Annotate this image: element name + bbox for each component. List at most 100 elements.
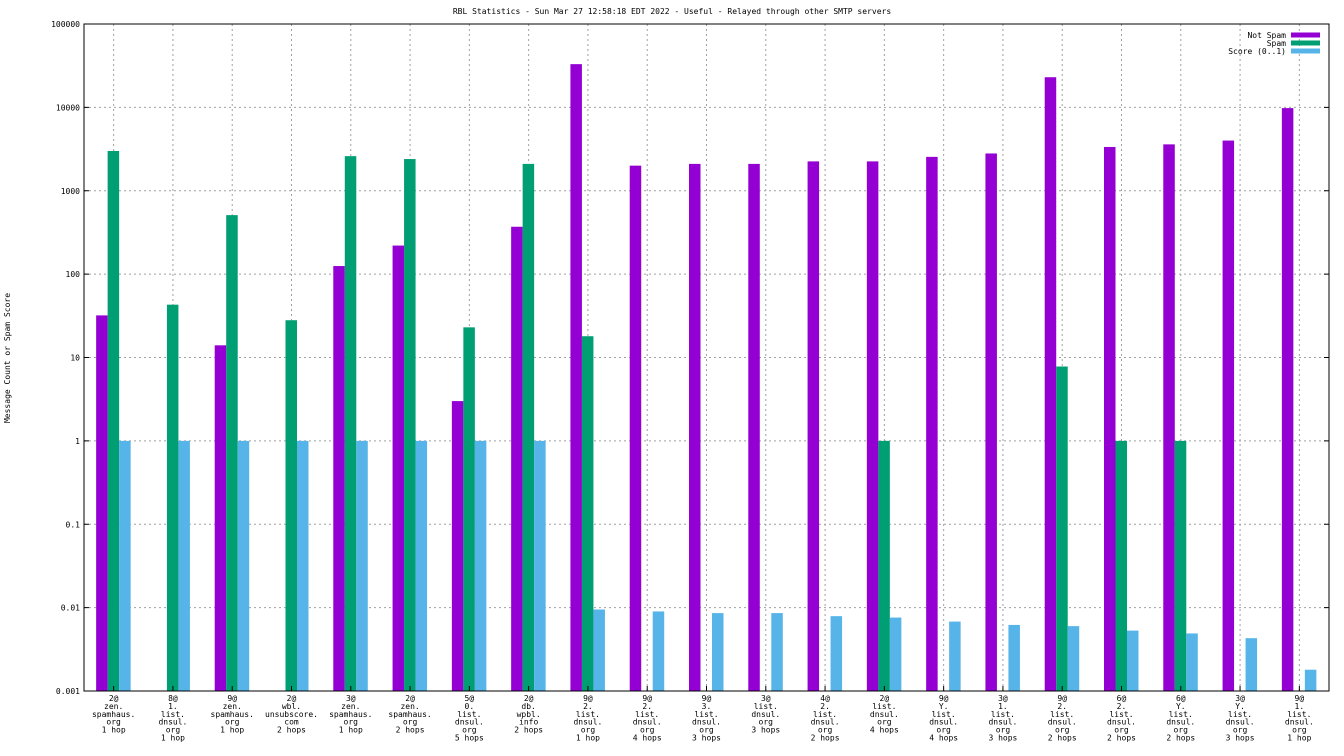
bar-spam [878,440,890,691]
x-tick-label-line: org [106,718,121,727]
bar-not-spam [214,345,227,691]
bar-not-spam [985,153,997,691]
x-tick-label: 8@ 1. list. dnsul. org 1 hop [158,694,187,743]
x-tick-label-line: 2. [1117,702,1127,711]
x-tick-label-line: org [877,718,892,727]
x-tick-label-line: dnsul. [1166,718,1195,727]
x-tick-label-line: 2@ [405,694,415,703]
bar-not-spam [511,226,523,692]
x-tick-label-line: 5 hops [455,734,484,743]
grid-lines [84,24,1329,691]
x-tick-label-line: zen. [223,702,242,711]
bar-spam [1056,366,1068,691]
x-tick-label-line: 2 hops [1166,734,1195,743]
bar-not-spam [1222,140,1235,692]
bar-score-0-1 [1186,633,1198,691]
x-tick-label: 3@ zen. spamhaus. org 1 hop [329,694,372,735]
bar-not-spam [926,156,938,691]
x-tick-label-line: list. [932,710,956,719]
x-tick-label-line: 4 hops [870,726,899,735]
x-tick-label-line: dnsul. [455,718,484,727]
x-tick-label-line: 2@ [524,694,534,703]
x-tick-label-line: 2 hops [1048,734,1077,743]
bar-not-spam [689,163,701,692]
bar-score-0-1 [830,616,843,691]
x-tick-label-line: org [166,726,181,735]
bar-spam [107,150,120,691]
x-tick-label-line: dnsul. [1048,718,1077,727]
x-tick-label-line: 1 hop [161,734,185,743]
x-tick-label-line: org [462,726,477,735]
bar-not-spam [1281,108,1294,692]
x-tick-label-line: 2 hops [1107,734,1136,743]
bar-spam [522,163,535,692]
legend-label: Not Spam [1247,31,1286,40]
x-tick-label-line: list. [872,702,896,711]
x-tick-label-line: unsubscore. [265,710,318,719]
bar-not-spam [807,161,820,691]
x-tick-label-line: 4 hops [929,734,958,743]
x-tick-label-line: dnsul. [870,710,899,719]
bar-not-spam [629,165,642,692]
bar-score-0-1 [652,611,665,691]
x-tick-label-line: 1 hop [102,726,126,735]
x-tick-label-line: 3 hops [1226,734,1255,743]
x-tick-label-line: dnsul. [1226,718,1255,727]
x-tick-label-line: list. [813,710,837,719]
x-tick-label-line: dnsul. [158,718,187,727]
y-tick-label: 10 [70,354,80,363]
x-tick-label-line: dnsul. [692,718,721,727]
x-tick-label: 9@ 2. list. dnsul. org 4 hops [633,694,662,743]
x-tick-label-line: 2 hops [514,726,543,735]
x-tick-label-line: 2 hops [396,726,425,735]
bar-not-spam [570,64,582,691]
x-tick-label-line: dnsul. [811,718,840,727]
bar-score-0-1 [534,440,546,691]
x-tick-label-line: list. [1228,710,1252,719]
x-tick-label-line: org [640,726,655,735]
x-tick-label: 2@ zen. spamhaus. org 2 hops [388,694,431,735]
bar-not-spam [748,163,760,692]
x-tick-label: 2@ db. wpbl. info 2 hops [514,694,543,735]
x-tick-label-line: dnsul. [751,710,780,719]
y-axis: 0.001 0.01 0.1 1 10 100 1000 10000 100000 [51,20,1329,696]
x-tick-label: 2@ zen. spamhaus. org 1 hop [92,694,135,735]
x-tick-label-line: info [519,718,538,727]
bar-score-0-1 [415,440,428,691]
x-tick-label: 9@ 1. list. dnsul. org 1 hop [1285,694,1314,743]
x-tick-label-line: Y. [1176,702,1186,711]
x-tick-label: 9@ 2. list. dnsul. org 1 hop [573,694,602,743]
x-tick-label-line: 2 hops [811,734,840,743]
x-tick-label-line: dnsul. [929,718,958,727]
x-tick-label-line: list. [1109,710,1133,719]
bar-score-0-1 [237,440,250,691]
bar-score-0-1 [119,440,131,691]
bar-score-0-1 [356,440,368,691]
x-tick-label-line: 1 hop [576,734,600,743]
x-tick-label-line: org [699,726,714,735]
x-tick-label-line: db. [521,702,535,711]
bar-score-0-1 [889,617,902,691]
x-tick-label-line: 3@ [761,694,771,703]
x-tick-label-line: spamhaus. [388,710,431,719]
x-tick-label-line: dnsul. [573,718,602,727]
legend-swatch [1291,40,1320,46]
x-tick-label-line: 2@ [109,694,119,703]
x-tick-label-line: 2. [1057,702,1067,711]
y-axis-title: Message Count or Spam Score [3,293,12,423]
bar-not-spam [1104,146,1116,692]
x-tick-label: 9@ Y. list. dnsul. org 4 hops [929,694,958,743]
bar-spam [404,159,416,692]
x-tick-label-line: list. [754,702,778,711]
x-tick-label-line: org [1114,726,1129,735]
bar-spam [285,320,297,691]
x-tick-label-line: org [1174,726,1189,735]
bar-score-0-1 [1127,630,1139,691]
x-tick-label-line: list. [635,710,659,719]
x-tick-label-line: dnsul. [988,718,1017,727]
x-tick-label-line: 2. [642,702,652,711]
bars [96,64,1317,692]
